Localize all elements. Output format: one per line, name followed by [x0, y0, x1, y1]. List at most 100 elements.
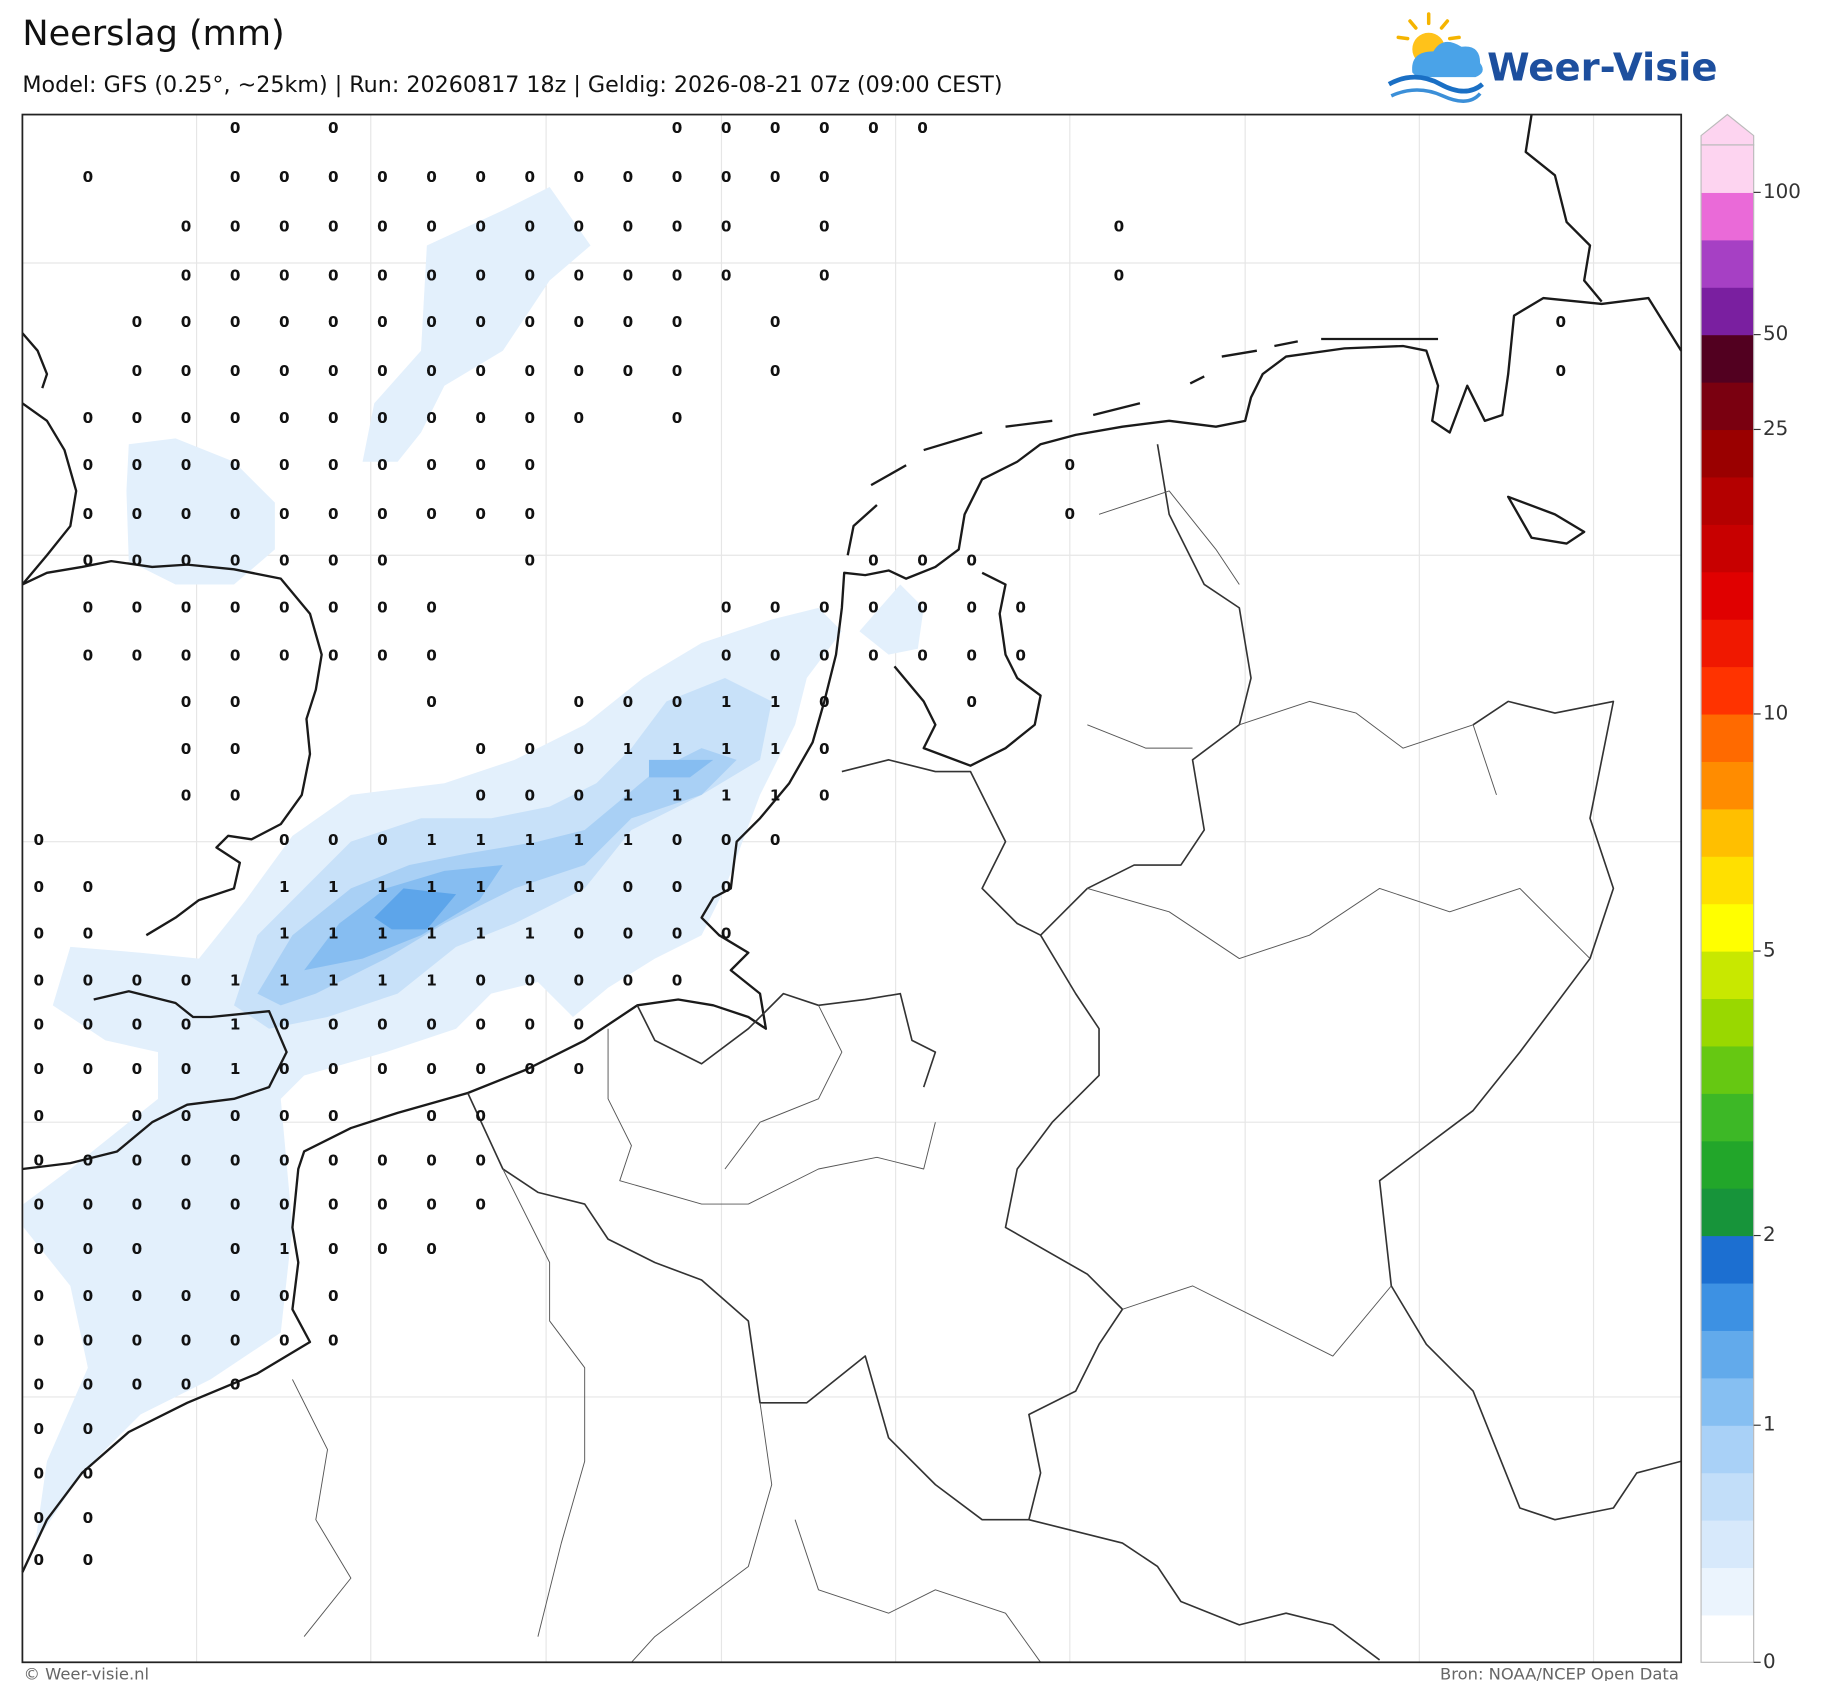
grid-value: 0	[230, 1331, 241, 1349]
grid-value: 0	[819, 266, 830, 284]
grid-value: 0	[917, 646, 928, 664]
colorbar-swatch	[1701, 1235, 1754, 1284]
grid-value: 0	[524, 362, 535, 380]
grid-value: 0	[475, 1151, 486, 1169]
grid-value: 0	[181, 646, 192, 664]
grid-value: 0	[328, 409, 339, 427]
grid-value: 0	[377, 646, 388, 664]
grid-value: 0	[328, 1287, 339, 1305]
grid-value: 0	[475, 409, 486, 427]
grid-value: 0	[377, 168, 388, 186]
grid-value: 0	[917, 119, 928, 137]
grid-value: 0	[328, 266, 339, 284]
colorbar-swatch	[1701, 1567, 1754, 1616]
grid-value: 0	[328, 456, 339, 474]
colorbar-swatch	[1701, 476, 1754, 525]
grid-value: 0	[230, 1240, 241, 1258]
grid-value: 0	[819, 119, 830, 137]
grid-value: 0	[574, 313, 585, 331]
precipitation-shading	[23, 187, 924, 1544]
grid-value: 0	[279, 831, 290, 849]
grid-value: 0	[328, 119, 339, 137]
grid-value: 0	[83, 878, 94, 896]
colorbar-swatch	[1701, 1425, 1754, 1474]
grid-value: 1	[426, 831, 437, 849]
grid-value: 0	[377, 362, 388, 380]
grid-value: 0	[966, 552, 977, 570]
grid-value: 0	[279, 1151, 290, 1169]
grid-value: 0	[426, 1196, 437, 1214]
grid-value: 0	[181, 598, 192, 616]
grid-value: 1	[770, 787, 781, 805]
grid-value: 0	[672, 168, 683, 186]
grid-value: 1	[524, 925, 535, 943]
grid-value: 0	[132, 598, 143, 616]
grid-value: 0	[33, 925, 44, 943]
grid-value: 0	[33, 1509, 44, 1527]
colorbar-swatch	[1701, 1045, 1754, 1094]
grid-value: 1	[721, 740, 732, 758]
grid-value: 0	[33, 1465, 44, 1483]
grid-value: 0	[426, 362, 437, 380]
grid-value: 1	[426, 971, 437, 989]
grid-value: 0	[83, 1240, 94, 1258]
grid-value: 0	[623, 878, 634, 896]
grid-value: 0	[819, 646, 830, 664]
grid-value: 1	[475, 925, 486, 943]
grid-value: 0	[721, 119, 732, 137]
grid-value: 0	[426, 1060, 437, 1078]
grid-value: 0	[770, 313, 781, 331]
colorbar-tick-label: 25	[1763, 417, 1788, 440]
grid-value: 1	[623, 740, 634, 758]
grid-value: 0	[328, 168, 339, 186]
grid-value: 0	[377, 1240, 388, 1258]
grid-value: 0	[721, 831, 732, 849]
grid-value: 0	[524, 456, 535, 474]
grid-values: 0 0 0 0 0 0 0 0 0 0 0 0 0 0 0 0 0 0 0 0 0 0 0 0 0 0 0 0 0 0 0 0 0 0 0 0 0 0 0 0…	[33, 119, 1566, 1569]
grid-value: 0	[721, 878, 732, 896]
grid-value: 0	[475, 1060, 486, 1078]
grid-value: 0	[279, 217, 290, 235]
grid-value: 0	[623, 971, 634, 989]
grid-value: 0	[279, 456, 290, 474]
colorbar-swatch	[1701, 144, 1754, 193]
colorbar-tick-label: 1	[1763, 1413, 1776, 1436]
grid-value: 0	[328, 217, 339, 235]
grid-value: 0	[475, 1107, 486, 1125]
grid-value: 0	[132, 552, 143, 570]
grid-value: 0	[574, 740, 585, 758]
colorbar-swatch	[1701, 1093, 1754, 1142]
grid-value: 0	[475, 505, 486, 523]
grid-value: 0	[917, 552, 928, 570]
grid-value: 0	[230, 646, 241, 664]
grid-value: 0	[672, 925, 683, 943]
colorbar-swatch	[1701, 951, 1754, 1000]
grid-value: 0	[328, 1107, 339, 1125]
grid-value: 0	[83, 1465, 94, 1483]
grid-value: 0	[181, 362, 192, 380]
grid-value: 1	[279, 925, 290, 943]
grid-value: 0	[377, 1196, 388, 1214]
grid-value: 0	[524, 313, 535, 331]
grid-value: 0	[574, 971, 585, 989]
grid-value: 0	[230, 1107, 241, 1125]
grid-value: 0	[83, 1151, 94, 1169]
grid-value: 0	[574, 409, 585, 427]
grid-value: 0	[132, 1287, 143, 1305]
colorbar-outline	[1700, 144, 1755, 1663]
grid-value: 0	[83, 552, 94, 570]
colorbar-swatch	[1701, 998, 1754, 1047]
grid-value: 0	[328, 598, 339, 616]
grid-value: 0	[132, 362, 143, 380]
grid-value: 0	[721, 925, 732, 943]
grid-value: 0	[279, 505, 290, 523]
grid-value: 0	[181, 1060, 192, 1078]
grid-value: 0	[181, 456, 192, 474]
grid-value: 0	[33, 1107, 44, 1125]
grid-value: 0	[83, 646, 94, 664]
grid-value: 0	[966, 693, 977, 711]
grid-value: 1	[770, 740, 781, 758]
grid-value: 1	[426, 878, 437, 896]
grid-value: 0	[328, 1060, 339, 1078]
grid-value: 0	[83, 1016, 94, 1034]
